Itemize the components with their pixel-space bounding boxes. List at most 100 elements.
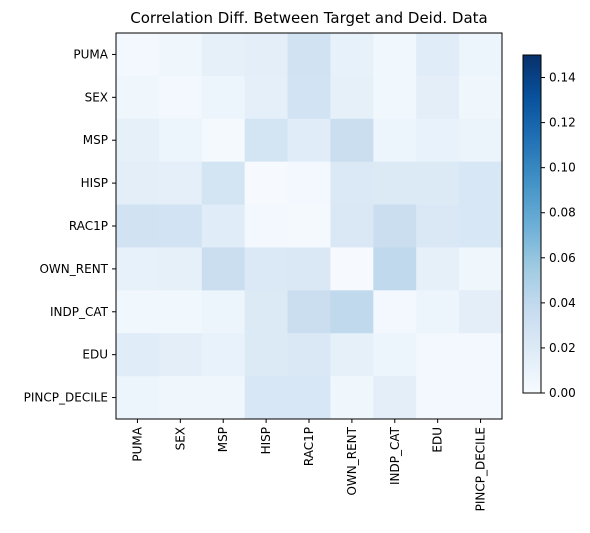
heatmap-cell-rac1p-own-rent	[330, 204, 374, 248]
heatmap-cell-indp-cat-puma	[116, 290, 160, 334]
colorbar-tick-label: 0.12	[549, 116, 576, 130]
heatmap-cell-puma-sex	[158, 33, 203, 77]
x-tick-label: RAC1P	[302, 427, 316, 466]
heatmap-cell-own-rent-indp-cat	[373, 247, 417, 291]
heatmap-cell-edu-edu	[416, 333, 460, 377]
heatmap-cell-pincp-decile-edu	[416, 376, 460, 420]
heatmap-cell-sex-indp-cat	[373, 75, 417, 120]
heatmap-cell-own-rent-pincp-decile	[459, 247, 503, 291]
heatmap-cell-edu-indp-cat	[373, 333, 417, 377]
heatmap-cell-own-rent-edu	[416, 247, 460, 291]
heatmap-cell-hisp-msp	[201, 161, 246, 206]
colorbar-tick-label: 0.10	[549, 161, 576, 175]
y-axis: PUMA SEX MSP HISP RAC1P OWN_RENT INDP_CAT EDU PI…	[24, 47, 116, 405]
heatmap-cell-rac1p-pincp-decile	[459, 204, 503, 248]
heatmap-cell-msp-pincp-decile	[459, 118, 503, 163]
heatmap-cell-puma-edu	[416, 33, 460, 77]
x-tick-label: INDP_CAT	[388, 426, 402, 485]
heatmap-cell-indp-cat-sex	[158, 290, 203, 334]
heatmap-cell-hisp-rac1p	[287, 161, 331, 206]
heatmap-cell-sex-edu	[416, 75, 460, 120]
colorbar	[522, 54, 542, 394]
heatmap-cell-sex-pincp-decile	[459, 75, 503, 120]
x-tick-label: SEX	[173, 427, 187, 450]
heatmap-cell-hisp-hisp	[244, 161, 289, 206]
heatmap-cell-msp-msp	[201, 118, 246, 163]
heatmap-cell-indp-cat-own-rent	[330, 290, 374, 334]
heatmap-cell-puma-hisp	[244, 33, 289, 77]
heatmap-cell-pincp-decile-own-rent	[330, 376, 374, 420]
heatmap-cell-rac1p-hisp	[244, 204, 289, 248]
heatmap-cell-puma-puma	[116, 33, 160, 77]
x-tick-label: HISP	[259, 427, 273, 454]
heatmap-cell-msp-puma	[116, 118, 160, 163]
x-tick-label: PINCP_DECILE	[474, 427, 488, 511]
y-tick-label: SEX	[85, 90, 108, 104]
heatmap-cell-msp-hisp	[244, 118, 289, 163]
heatmap-cell-puma-rac1p	[287, 33, 331, 77]
heatmap-cell-hisp-own-rent	[330, 161, 374, 206]
heatmap-cell-edu-pincp-decile	[459, 333, 503, 377]
heatmap-cell-rac1p-puma	[116, 204, 160, 248]
heatmap-cell-pincp-decile-puma	[116, 376, 160, 420]
y-tick-label: HISP	[81, 176, 108, 190]
heatmap-cell-indp-cat-msp	[201, 290, 246, 334]
colorbar-axis: 0.00 0.02 0.04 0.06 0.08 0.10 0.12 0.14	[541, 71, 576, 400]
heatmap-cell-edu-puma	[116, 333, 160, 377]
heatmap-cell-sex-hisp	[244, 75, 289, 120]
heatmap-cell-edu-msp	[201, 333, 246, 377]
heatmap-cell-pincp-decile-msp	[201, 376, 246, 420]
colorbar-tick-label: 0.02	[549, 341, 576, 355]
heatmap-cell-hisp-pincp-decile	[459, 161, 503, 206]
heatmap-cell-msp-own-rent	[330, 118, 374, 163]
heatmap-cell-hisp-sex	[158, 161, 203, 206]
heatmap-cell-pincp-decile-rac1p	[287, 376, 331, 420]
heatmap-cell-own-rent-own-rent	[330, 247, 374, 291]
x-tick-label: EDU	[431, 427, 445, 453]
heatmap-cell-own-rent-puma	[116, 247, 160, 291]
heatmap-cell-hisp-edu	[416, 161, 460, 206]
heatmap-cell-puma-indp-cat	[373, 33, 417, 77]
heatmap-cell-msp-sex	[158, 118, 203, 163]
heatmap-cell-sex-msp	[201, 75, 246, 120]
heatmap-cell-hisp-indp-cat	[373, 161, 417, 206]
x-tick-label: PUMA	[130, 426, 144, 461]
heatmap-cells	[116, 33, 503, 420]
heatmap-cell-rac1p-edu	[416, 204, 460, 248]
heatmap-cell-edu-hisp	[244, 333, 289, 377]
y-tick-label: PINCP_DECILE	[24, 391, 108, 405]
y-tick-label: OWN_RENT	[39, 262, 108, 276]
heatmap-cell-indp-cat-indp-cat	[373, 290, 417, 334]
colorbar-tick-label: 0.04	[549, 296, 576, 310]
heatmap-cell-msp-rac1p	[287, 118, 331, 163]
heatmap-cell-pincp-decile-pincp-decile	[459, 376, 503, 420]
y-tick-label: MSP	[83, 133, 108, 147]
y-tick-label: PUMA	[73, 47, 108, 61]
heatmap-cell-rac1p-indp-cat	[373, 204, 417, 248]
heatmap-cell-msp-edu	[416, 118, 460, 163]
y-tick-label: INDP_CAT	[50, 305, 109, 319]
heatmap-cell-sex-puma	[116, 75, 160, 120]
heatmap-cell-puma-msp	[201, 33, 246, 77]
heatmap-cell-rac1p-rac1p	[287, 204, 331, 248]
heatmap-cell-puma-own-rent	[330, 33, 374, 77]
heatmap-cell-indp-cat-edu	[416, 290, 460, 334]
heatmap-cell-edu-own-rent	[330, 333, 374, 377]
heatmap-cell-pincp-decile-indp-cat	[373, 376, 417, 420]
x-axis: PUMA SEX MSP HISP RAC1P OWN_RENT INDP_CAT EDU PI…	[130, 419, 488, 511]
heatmap-cell-rac1p-msp	[201, 204, 246, 248]
y-tick-label: EDU	[82, 348, 108, 362]
x-tick-label: MSP	[216, 427, 230, 452]
heatmap-cell-own-rent-rac1p	[287, 247, 331, 291]
heatmap-cell-indp-cat-hisp	[244, 290, 289, 334]
heatmap-cell-indp-cat-pincp-decile	[459, 290, 503, 334]
colorbar-tick-label: 0.06	[549, 251, 576, 265]
heatmap-cell-rac1p-sex	[158, 204, 203, 248]
colorbar-tick-label: 0.00	[549, 386, 576, 400]
colorbar-tick-label: 0.08	[549, 206, 576, 220]
heatmap-cell-sex-own-rent	[330, 75, 374, 120]
heatmap-cell-hisp-puma	[116, 161, 160, 206]
colorbar-tick-label: 0.14	[549, 71, 576, 85]
heatmap-cell-pincp-decile-hisp	[244, 376, 289, 420]
heatmap-cell-sex-rac1p	[287, 75, 331, 120]
